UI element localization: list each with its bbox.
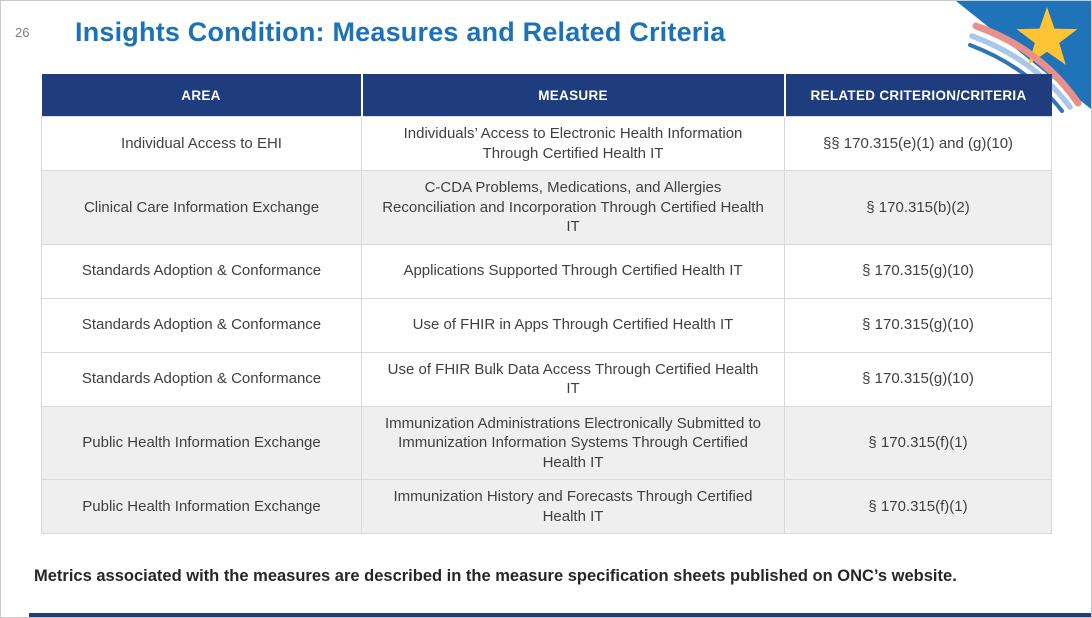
column-header-area: AREA [41, 74, 363, 117]
criteria-cell: § 170.315(g)(10) [784, 351, 1052, 407]
criteria-cell: § 170.315(g)(10) [784, 243, 1052, 299]
criteria-cell: § 170.315(f)(1) [784, 479, 1052, 534]
criteria-cell: § 170.315(b)(2) [784, 170, 1052, 245]
area-cell: Standards Adoption & Conformance [41, 351, 362, 407]
area-cell: Clinical Care Information Exchange [41, 170, 362, 245]
measure-cell: Immunization Administrations Electronica… [361, 405, 785, 480]
footer-note: Metrics associated with the measures are… [34, 567, 957, 585]
criteria-cell: § 170.315(g)(10) [784, 297, 1052, 353]
table-row: Clinical Care Information Exchange C-CDA … [41, 170, 1052, 245]
measures-table: AREA MEASURE RELATED CRITERION/CRITERIA … [41, 74, 1052, 534]
table-header-row: AREA MEASURE RELATED CRITERION/CRITERIA [41, 74, 1052, 117]
table-row: Standards Adoption & Conformance Use of F… [41, 297, 1052, 353]
measure-cell: Applications Supported Through Certified… [361, 243, 785, 299]
onc-star-swoosh-icon [946, 1, 1091, 113]
area-cell: Public Health Information Exchange [41, 479, 362, 534]
page-title: Insights Condition: Measures and Related… [75, 17, 726, 47]
criteria-cell: §§ 170.315(e)(1) and (g)(10) [784, 116, 1052, 171]
bottom-edge-bar [29, 613, 1091, 617]
area-cell: Standards Adoption & Conformance [41, 243, 362, 299]
page-number: 26 [15, 25, 30, 40]
table-row: Individual Access to EHI Individuals’ Acc… [41, 116, 1052, 171]
measure-cell: Use of FHIR in Apps Through Certified He… [361, 297, 785, 353]
measure-cell: C-CDA Problems, Medications, and Allergi… [361, 170, 785, 245]
area-cell: Individual Access to EHI [41, 116, 362, 171]
table-row: Standards Adoption & Conformance Applicat… [41, 243, 1052, 299]
area-cell: Standards Adoption & Conformance [41, 297, 362, 353]
table-row: Public Health Information Exchange Immuni… [41, 405, 1052, 480]
column-header-measure: MEASURE [361, 74, 786, 117]
measure-cell: Individuals’ Access to Electronic Health… [361, 116, 785, 171]
table-row: Public Health Information Exchange Immuni… [41, 479, 1052, 534]
column-header-criteria: RELATED CRITERION/CRITERIA [784, 74, 1052, 117]
area-cell: Public Health Information Exchange [41, 405, 362, 480]
measure-cell: Use of FHIR Bulk Data Access Through Cer… [361, 351, 785, 407]
measure-cell: Immunization History and Forecasts Throu… [361, 479, 785, 534]
table-row: Standards Adoption & Conformance Use of F… [41, 351, 1052, 407]
criteria-cell: § 170.315(f)(1) [784, 405, 1052, 480]
